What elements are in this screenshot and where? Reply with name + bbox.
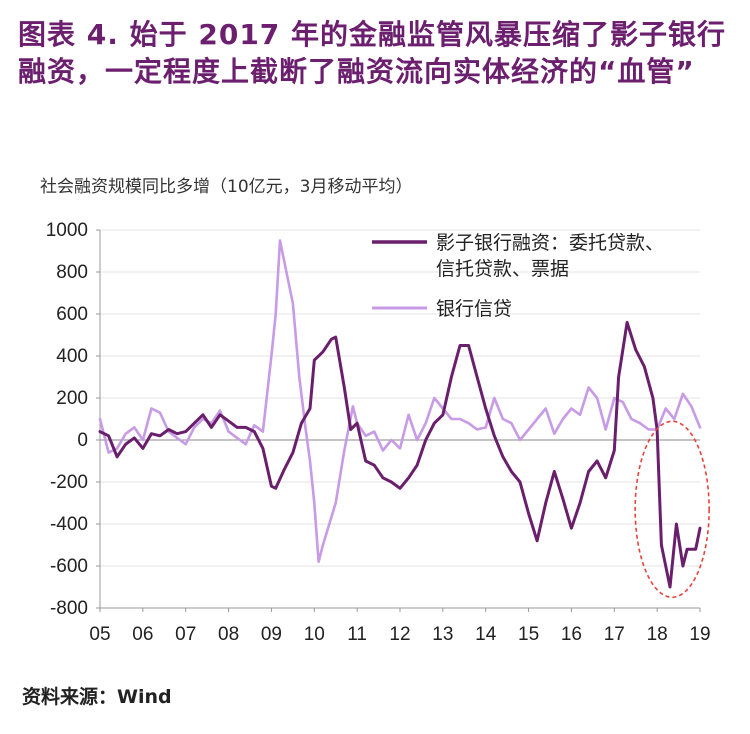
highlight-ellipse bbox=[634, 420, 710, 599]
y-tick-label: 400 bbox=[56, 346, 88, 367]
x-tick-label: 08 bbox=[218, 624, 239, 640]
series-lines bbox=[98, 239, 702, 589]
y-tick-label: 600 bbox=[56, 304, 88, 325]
x-tick-label: 18 bbox=[647, 624, 668, 640]
x-tick-label: 09 bbox=[261, 624, 282, 640]
x-tick-label: 07 bbox=[175, 624, 196, 640]
series-line-shadow-banking bbox=[98, 320, 702, 589]
y-tick-label: -800 bbox=[50, 598, 88, 619]
page-title: 图表 4. 始于 2017 年的金融监管风暴压缩了影子银行融资，一定程度上截断了… bbox=[18, 18, 727, 88]
x-tick-label: 10 bbox=[304, 624, 325, 640]
y-tick-label: 200 bbox=[56, 388, 88, 409]
x-tick-label: 11 bbox=[347, 624, 367, 640]
y-tick-label: -600 bbox=[50, 556, 88, 577]
x-tick-label: 15 bbox=[518, 624, 539, 640]
x-tick-label: 06 bbox=[132, 624, 153, 640]
x-tick-label: 17 bbox=[604, 624, 625, 640]
x-tick-label: 19 bbox=[689, 624, 710, 640]
x-axis-ticks: 05 06 07 08 09 10 11 12 13 14 15 16 17 18 19 bbox=[89, 608, 711, 640]
source-note: 资料来源：Wind bbox=[22, 686, 172, 708]
y-tick-label: 1000 bbox=[46, 220, 88, 241]
series-line-bank-credit bbox=[98, 239, 702, 564]
chart: 1000 800 600 400 200 0 -200 -400 -600 -800 05 06 07… bbox=[46, 220, 711, 640]
chart-subtitle: 社会融资规模同比多增（10亿元，3月移动平均） bbox=[40, 177, 413, 197]
grid bbox=[99, 229, 700, 609]
y-tick-label: -200 bbox=[50, 472, 88, 493]
y-tick-label: -400 bbox=[50, 514, 88, 535]
y-tick-label: 0 bbox=[77, 430, 88, 451]
legend-label-shadow-banking: 影子银行融资：委托贷款、信托贷款、票据 bbox=[436, 232, 664, 280]
x-tick-label: 12 bbox=[389, 624, 410, 640]
y-axis-ticks: 1000 800 600 400 200 0 -200 -400 -600 -800 bbox=[46, 220, 100, 619]
x-tick-label: 13 bbox=[432, 624, 453, 640]
x-tick-label: 14 bbox=[475, 624, 497, 640]
legend-label-bank-credit: 银行信贷 bbox=[436, 298, 512, 320]
annotation bbox=[634, 420, 710, 599]
y-tick-label: 800 bbox=[56, 262, 88, 283]
x-tick-label: 05 bbox=[89, 624, 110, 640]
x-tick-label: 16 bbox=[561, 624, 582, 640]
